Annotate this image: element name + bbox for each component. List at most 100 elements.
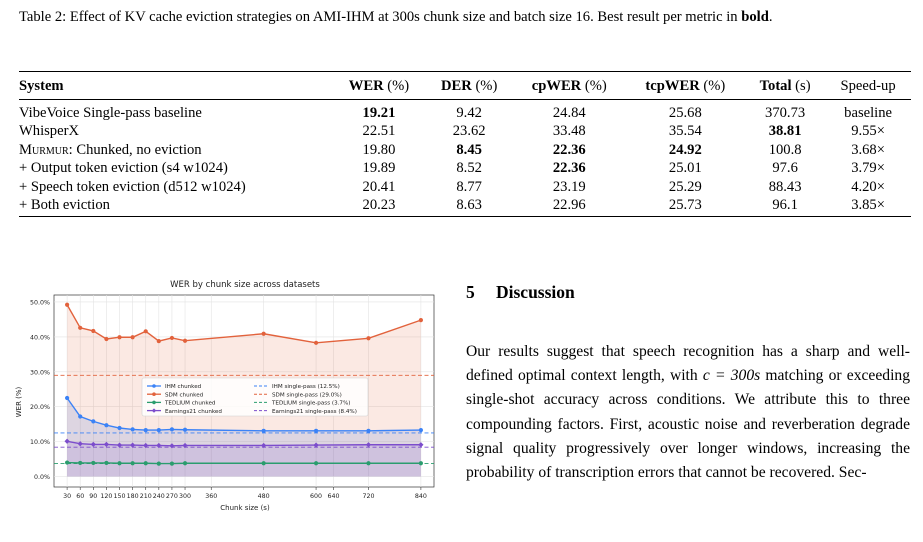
data-point: [143, 442, 149, 449]
x-tick-label: 60: [76, 493, 84, 500]
x-tick-label: 360: [205, 493, 217, 500]
data-point: [169, 427, 175, 432]
legend-label: TEDLIUM single-pass (3.7%): [271, 401, 350, 407]
series-line: [66, 304, 422, 344]
x-tick-label: 180: [127, 493, 139, 500]
cell-speedup: baseline: [844, 105, 892, 121]
cell-tcpwer: 35.54: [668, 123, 702, 140]
cell-wer: 19.89: [362, 160, 396, 177]
cell-speedup: 3.79×: [851, 160, 885, 177]
y-tick-label: 40.0%: [30, 334, 50, 341]
data-point: [65, 395, 70, 401]
legend-label: Earnings21 chunked: [165, 409, 222, 415]
table-row: + Output token eviction (s4 w1024) 19.89…: [19, 159, 911, 177]
cell-speedup: 3.68×: [851, 141, 885, 158]
data-point: [366, 336, 371, 341]
chart-x-axis-label: Chunk size (s): [220, 504, 270, 512]
cell-der: 8.63: [425, 196, 513, 218]
cell-system: + Output token eviction (s4 w1024): [19, 160, 228, 177]
data-point: [418, 427, 423, 433]
data-point: [366, 428, 371, 433]
data-point: [117, 425, 122, 431]
data-point: [261, 461, 266, 466]
header-der: DER (%): [425, 71, 513, 100]
header-system: System: [19, 71, 333, 100]
plot-area: 0.0% 10.0% 20.0% 30.0% 40.0% 50.0% 30 60 90 120 15…: [30, 294, 435, 500]
series-line: [66, 397, 421, 432]
results-table: System WER (%) DER (%) cpWER (%) tcpWER …: [19, 71, 911, 218]
legend-label: TEDLIUM chunked: [164, 401, 216, 407]
x-tick-label: 120: [100, 493, 112, 500]
cell-total: 370.73: [765, 105, 806, 121]
y-tick-label: 10.0%: [30, 439, 50, 446]
x-tick-label: 210: [140, 493, 152, 500]
data-point: [91, 460, 96, 466]
cell-tcpwer: 25.73: [625, 196, 746, 218]
header-speedup: Speed-up: [825, 71, 911, 100]
data-point: [104, 336, 109, 342]
data-point: [65, 302, 70, 307]
data-point: [143, 427, 148, 433]
data-point: [313, 340, 319, 345]
data-point: [365, 442, 372, 448]
cell-wer: 19.21: [362, 105, 396, 121]
section-heading: 5 Discussion: [466, 282, 575, 303]
cell-total: 96.1: [745, 196, 826, 218]
x-tick-label: 300: [179, 493, 191, 500]
chart-title: WER by chunk size across datasets: [170, 280, 320, 290]
cell-cpwer: 22.96: [512, 196, 626, 218]
math-expression: c = 300s: [702, 367, 761, 385]
cell-total: 100.8: [768, 141, 802, 158]
y-tick-label: 30.0%: [30, 369, 50, 376]
header-cpwer: cpWER (%): [512, 71, 626, 100]
data-point: [143, 329, 148, 334]
data-point: [418, 461, 423, 466]
discussion-paragraph: Our results suggest that speech recognit…: [466, 343, 911, 482]
data-point: [130, 461, 135, 466]
data-point: [182, 338, 188, 343]
data-point: [182, 442, 188, 449]
cell-der: 23.62: [452, 123, 486, 140]
cell-tcpwer: 25.68: [668, 105, 702, 121]
legend-label: SDM single-pass (29.0%): [272, 392, 342, 398]
murmur-name: Murmur: [19, 141, 69, 158]
data-point: [117, 461, 122, 466]
legend-marker: [152, 400, 156, 405]
y-tick-label: 20.0%: [30, 404, 50, 411]
legend-label: Earnings21 single-pass (8.4%): [272, 409, 357, 415]
legend-label: IHM chunked: [165, 384, 202, 390]
data-point: [313, 461, 319, 466]
cell-system: WhisperX: [19, 123, 79, 140]
data-point: [418, 318, 423, 323]
data-point: [78, 460, 83, 466]
data-point: [65, 460, 70, 465]
x-tick-label: 240: [153, 493, 165, 500]
cell-tcpwer: 25.01: [668, 160, 702, 177]
legend-label: IHM single-pass (12.5%): [272, 384, 340, 390]
cell-system: VibeVoice Single-pass baseline: [19, 105, 202, 121]
data-point: [156, 338, 161, 344]
cell-wer: 20.41: [362, 178, 396, 195]
data-point: [130, 335, 135, 340]
data-point: [313, 428, 319, 433]
data-point: [64, 438, 70, 444]
legend-label: SDM chunked: [165, 392, 204, 398]
data-point: [104, 423, 109, 428]
caption-bold-word: bold: [741, 9, 769, 25]
cell-der: 8.45: [456, 141, 482, 158]
x-tick-label: 600: [310, 493, 322, 500]
data-point: [91, 328, 96, 334]
data-point: [182, 427, 188, 432]
cell-der: 8.52: [456, 160, 482, 177]
cell-system: Murmur: Chunked, no eviction: [19, 141, 202, 158]
data-point: [169, 461, 175, 466]
table-row: + Speech token eviction (d512 w1024) 20.…: [19, 178, 911, 196]
legend-marker: [151, 408, 157, 413]
cell-wer: 20.23: [332, 196, 426, 218]
data-point: [143, 461, 148, 466]
section-number: 5: [466, 282, 475, 302]
data-point: [156, 427, 161, 433]
data-point: [156, 461, 161, 466]
cell-tcpwer: 24.92: [668, 141, 702, 158]
wer-chunk-size-chart: WER by chunk size across datasets WER (%…: [15, 280, 435, 512]
